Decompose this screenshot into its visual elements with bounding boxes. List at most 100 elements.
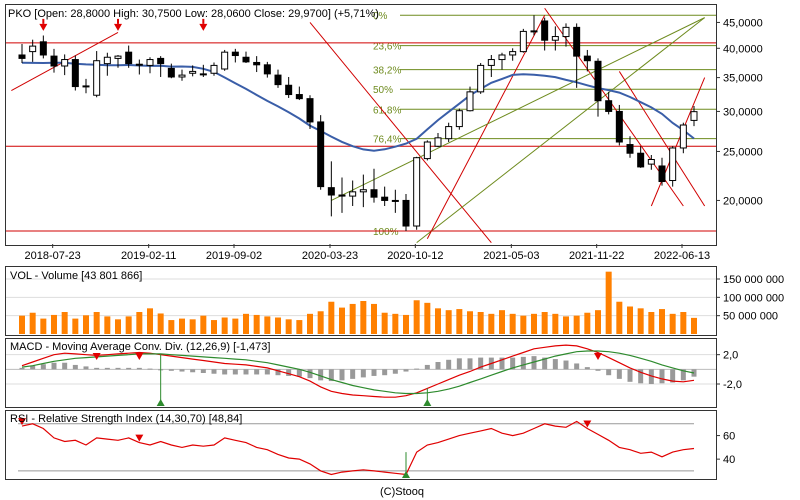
volume-bar [179,318,185,334]
candle-body [135,63,143,66]
moving-average-line [21,61,695,152]
fib-label: 23,6% [373,42,401,53]
volume-bar [104,316,111,334]
macd-histogram-bar [595,369,601,371]
volume-bar [264,316,271,334]
volume-tick-label: 50 000 000 [723,311,778,323]
macd-histogram-bar [563,360,569,370]
macd-histogram-bar [168,369,174,371]
candle-body [637,152,645,168]
candle-body [466,91,474,112]
volume-bar [691,317,697,334]
price-tick-label: 25,0000 [723,146,763,158]
macd-histogram-bar [606,369,612,376]
macd-histogram-bar [275,369,281,376]
candle-body [519,30,527,53]
candle-body [231,51,239,57]
macd-histogram-bar [190,369,196,373]
macd-buy-marker [156,399,165,406]
candle-body [487,59,495,66]
volume-bar [72,318,79,334]
volume-tick-label: 100 000 000 [723,292,784,304]
rsi-axis: 60 40 [716,431,735,466]
macd-histogram-bar [403,369,409,372]
macd-histogram-bar [574,363,580,370]
volume-tick-label: 150 000 000 [723,274,784,286]
volume-bar [29,312,36,334]
volume-axis: 150 000 000 100 000 000 50 000 000 [716,274,784,323]
macd-histogram-bar [286,369,292,376]
macd-histogram-bar [83,366,89,370]
volume-bar [51,314,57,334]
candle-body [359,189,367,193]
candle-body [125,51,133,65]
candle-body [413,157,421,227]
macd-histogram-bar [296,369,302,377]
fib-label: 50% [373,85,393,96]
macd-histogram-bar [104,367,110,370]
macd-tick-label: -2,0 [723,379,742,391]
macd-buy-marker [423,399,432,406]
candle-body [210,64,218,74]
volume-bar [371,303,377,334]
volume-bar [456,309,463,334]
macd-histogram-bar [520,356,526,370]
volume-bar [595,310,601,334]
rsi-tick-label: 60 [723,431,735,443]
trend-line [416,17,705,244]
macd-histogram-bar [659,369,665,384]
candle-body [274,74,282,86]
macd-axis: 2,0 -2,0 [716,350,742,391]
macd-histogram-bar [243,369,249,375]
macd-sell-marker [594,353,602,360]
rsi-sell-marker [583,420,592,428]
candle-body [39,41,47,56]
rsi-tick-label: 40 [723,454,735,466]
macd-histogram-bar [126,367,132,370]
price-tick-label: 35,0000 [723,73,763,85]
candle-body [455,110,463,128]
volume-bar [627,306,633,334]
volume-bar [573,315,580,334]
price-panel [5,4,717,246]
candle-body [178,74,186,78]
volume-bar [232,318,239,334]
volume-bar [360,301,367,334]
candle-body [669,147,677,182]
volume-bar [616,301,623,334]
candle-body [167,67,175,78]
volume-bar [648,312,655,334]
candle-body [338,194,346,197]
volume-bar [136,312,143,334]
macd-lines [21,344,695,406]
volume-bars [19,271,697,334]
macd-histogram-bar [40,364,46,370]
volume-bar [243,313,249,334]
candle-body [285,84,293,96]
candle-body [541,20,549,41]
volume-bar [285,319,292,334]
candle-body [50,55,58,67]
volume-bar [125,316,132,334]
volume-bar [221,317,228,334]
candle-body [114,55,122,59]
macd-histogram-bar [72,364,78,370]
volume-bar [435,308,441,334]
x-tick-label: 2021-11-22 [569,250,624,262]
macd-histogram-bar [30,365,36,370]
candle-body [594,60,602,102]
candle-body [423,141,431,160]
price-tick-label: 45,0000 [723,17,763,29]
rsi-buy-marker [402,471,410,478]
volume-bar [211,320,217,334]
macd-histogram [19,356,697,384]
volume-bar [563,316,569,334]
candle-body [434,137,442,147]
macd-histogram-bar [446,359,452,370]
volume-bar [424,302,431,334]
volume-bar [317,311,324,334]
sell-arrow [39,23,48,31]
macd-histogram-bar [136,367,142,370]
candle-body [679,124,687,149]
